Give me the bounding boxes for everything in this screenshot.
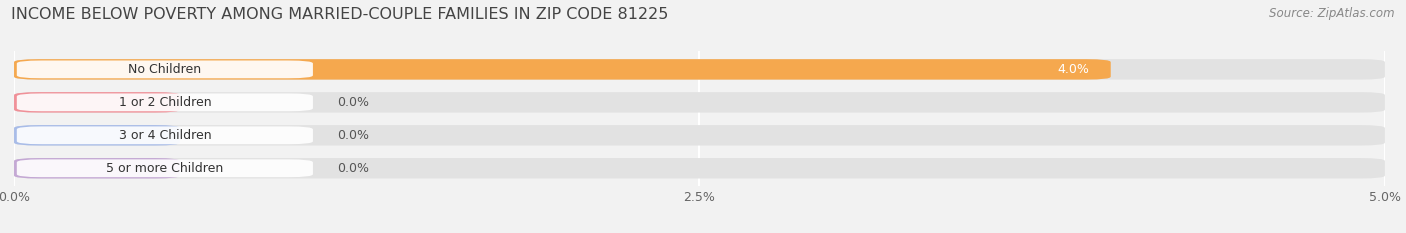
Text: 4.0%: 4.0%	[1057, 63, 1088, 76]
FancyBboxPatch shape	[14, 59, 1385, 80]
FancyBboxPatch shape	[17, 61, 314, 78]
Text: No Children: No Children	[128, 63, 201, 76]
Text: 0.0%: 0.0%	[337, 129, 370, 142]
Text: 5 or more Children: 5 or more Children	[107, 162, 224, 175]
FancyBboxPatch shape	[14, 158, 1385, 178]
Text: Source: ZipAtlas.com: Source: ZipAtlas.com	[1270, 7, 1395, 20]
FancyBboxPatch shape	[17, 159, 314, 177]
Text: 0.0%: 0.0%	[337, 96, 370, 109]
FancyBboxPatch shape	[14, 158, 180, 178]
Text: 0.0%: 0.0%	[337, 162, 370, 175]
FancyBboxPatch shape	[14, 59, 1111, 80]
FancyBboxPatch shape	[14, 125, 180, 146]
Text: INCOME BELOW POVERTY AMONG MARRIED-COUPLE FAMILIES IN ZIP CODE 81225: INCOME BELOW POVERTY AMONG MARRIED-COUPL…	[11, 7, 669, 22]
FancyBboxPatch shape	[14, 125, 1385, 146]
FancyBboxPatch shape	[14, 92, 1385, 113]
Text: 3 or 4 Children: 3 or 4 Children	[118, 129, 211, 142]
Text: 1 or 2 Children: 1 or 2 Children	[118, 96, 211, 109]
FancyBboxPatch shape	[17, 127, 314, 144]
FancyBboxPatch shape	[17, 93, 314, 111]
FancyBboxPatch shape	[14, 92, 180, 113]
